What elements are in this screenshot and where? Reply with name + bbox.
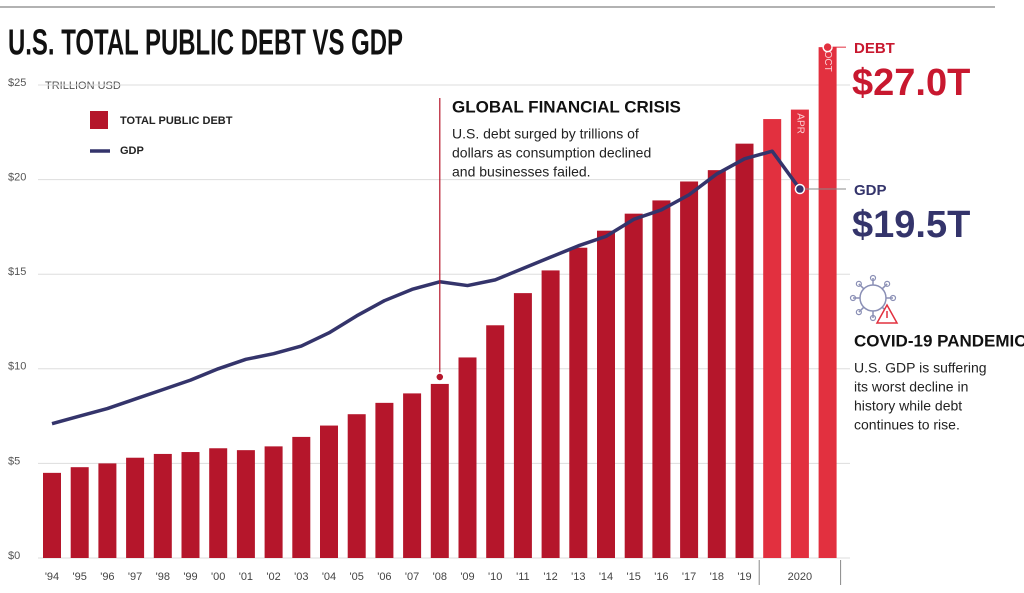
virus-icon xyxy=(849,274,897,322)
x-tick-label: '05 xyxy=(350,571,364,583)
x-tick-label: '12 xyxy=(543,571,557,583)
virus-spike xyxy=(881,283,888,290)
annotation-text: U.S. debt surged by trillions of xyxy=(452,126,639,142)
callout-name: GDP xyxy=(854,182,887,199)
bar xyxy=(292,436,311,558)
callout-name: DEBT xyxy=(854,40,895,57)
virus-spike-tip xyxy=(869,314,877,322)
x-tick-label: '96 xyxy=(100,571,114,583)
bar xyxy=(624,213,643,558)
x-tick-label: '08 xyxy=(433,571,447,583)
bar xyxy=(680,181,699,558)
bar xyxy=(818,47,837,558)
annotation-text: history while debt xyxy=(854,398,962,414)
virus-spike-tip xyxy=(884,280,891,287)
bar xyxy=(236,450,255,558)
virus-spike-tip xyxy=(869,274,877,282)
x-tick-label: '97 xyxy=(128,571,142,583)
chart-title: U.S. TOTAL PUBLIC DEBT VS GDP xyxy=(8,22,403,63)
bar xyxy=(126,457,145,558)
gdp-line xyxy=(51,149,802,426)
y-axis-label: TRILLION USD xyxy=(45,80,121,92)
x-tick-label: '03 xyxy=(294,571,308,583)
x-tick-label: '00 xyxy=(211,571,225,583)
bar xyxy=(403,393,422,558)
bar xyxy=(486,325,505,558)
virus-spike-tip xyxy=(849,294,857,302)
bar xyxy=(209,448,228,558)
legend-label: TOTAL PUBLIC DEBT xyxy=(120,115,233,127)
x-tick-label: '17 xyxy=(682,571,696,583)
virus-spike-tip xyxy=(889,294,897,302)
annotation-title: GLOBAL FINANCIAL CRISIS xyxy=(452,97,681,116)
x-tick-label: '18 xyxy=(710,571,724,583)
x-tick-label: '07 xyxy=(405,571,419,583)
bar xyxy=(597,230,615,558)
bar xyxy=(513,293,532,558)
annotation-text: its worst decline in xyxy=(854,379,968,395)
bar xyxy=(458,357,477,558)
x-tick-label: '19 xyxy=(737,571,751,583)
legend-swatch xyxy=(90,111,108,129)
bar xyxy=(707,170,726,558)
x-tick-label: '01 xyxy=(239,571,253,583)
annotation-text: and businesses failed. xyxy=(452,164,591,180)
callout-dot xyxy=(794,183,806,195)
callout-dot xyxy=(822,41,833,53)
x-tick-label: '98 xyxy=(156,571,170,583)
y-tick-label: $25 xyxy=(8,77,26,89)
x-tick-label: '15 xyxy=(627,571,641,583)
annotation-text: continues to rise. xyxy=(854,417,960,433)
x-tick-label: '11 xyxy=(516,571,530,583)
virus-spike-tip xyxy=(855,309,862,316)
x-tick-label: '94 xyxy=(45,571,59,583)
x-tick-label: '14 xyxy=(599,571,613,583)
annotation-title: COVID-19 PANDEMIC xyxy=(854,331,1024,350)
bar xyxy=(735,143,754,559)
virus-spike-tip xyxy=(855,280,862,287)
bar xyxy=(43,472,61,558)
x-tick-label: '06 xyxy=(377,571,391,583)
x-tick-label: '10 xyxy=(488,571,502,583)
value-label: $19.5T xyxy=(852,204,970,246)
y-tick-label: $5 xyxy=(8,455,20,467)
virus-spike xyxy=(858,283,865,290)
y-tick-label: $15 xyxy=(8,266,26,278)
bar xyxy=(375,402,394,558)
y-tick-label: $20 xyxy=(8,172,26,184)
bar xyxy=(264,446,283,558)
bar xyxy=(153,453,172,558)
bar xyxy=(347,414,366,558)
bar xyxy=(430,383,449,558)
bar-inner-label: OCT xyxy=(822,51,833,72)
virus-body xyxy=(859,284,887,312)
bar xyxy=(763,119,782,558)
x-group-label: 2020 xyxy=(788,571,812,583)
x-tick-label: '04 xyxy=(322,571,336,583)
annotation-dot xyxy=(435,372,445,382)
bar xyxy=(652,200,671,559)
x-tick-label: '13 xyxy=(571,571,585,583)
annotation-text: U.S. GDP is suffering xyxy=(854,360,987,376)
legend-label: GDP xyxy=(120,145,144,157)
value-label: $27.0T xyxy=(852,62,970,104)
bar xyxy=(181,452,200,558)
x-tick-label: '95 xyxy=(73,571,87,583)
bar xyxy=(98,463,117,558)
y-tick-label: $10 xyxy=(8,361,26,373)
bar-inner-label: APR xyxy=(794,113,805,134)
x-tick-label: '99 xyxy=(183,571,197,583)
bar xyxy=(790,109,809,558)
x-tick-label: '02 xyxy=(266,571,280,583)
annotation-text: dollars as consumption declined xyxy=(452,145,651,161)
virus-spike xyxy=(858,306,865,313)
bar xyxy=(320,425,338,558)
bar xyxy=(70,467,89,558)
y-tick-label: $0 xyxy=(8,550,20,562)
bar xyxy=(541,270,560,558)
x-tick-label: '09 xyxy=(460,571,474,583)
x-tick-label: '16 xyxy=(654,571,668,583)
bar xyxy=(569,247,588,558)
